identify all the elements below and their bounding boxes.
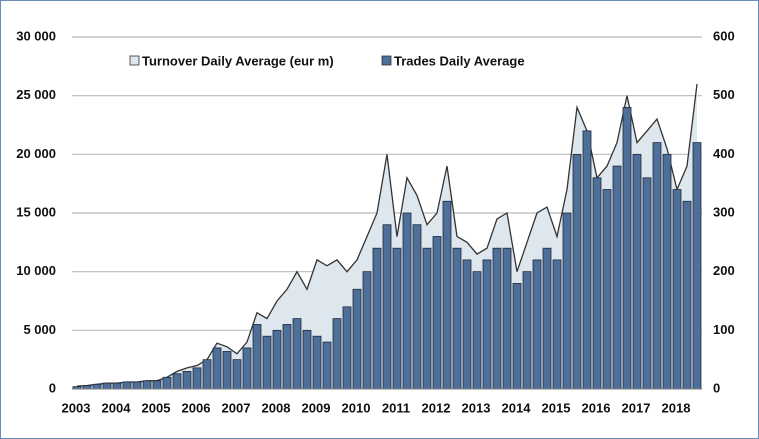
bar bbox=[232, 359, 242, 390]
x-tick-label: 2005 bbox=[142, 400, 171, 415]
y-tick-label: 20 000 bbox=[16, 146, 56, 161]
bar bbox=[202, 359, 212, 390]
bar bbox=[262, 335, 272, 390]
bar bbox=[362, 271, 372, 390]
x-tick-label: 2017 bbox=[622, 400, 651, 415]
bar bbox=[402, 212, 412, 390]
bar bbox=[222, 351, 232, 390]
bar bbox=[282, 324, 292, 390]
bar bbox=[592, 177, 602, 390]
y-tick-label: 30 000 bbox=[16, 28, 56, 43]
legend-swatch bbox=[129, 55, 140, 66]
legend-swatch bbox=[381, 55, 392, 66]
bar bbox=[162, 376, 172, 390]
y2-tick-label: 600 bbox=[713, 28, 735, 43]
bar bbox=[652, 142, 662, 390]
y2-tick-label: 400 bbox=[713, 146, 735, 161]
bar bbox=[382, 224, 392, 390]
bar bbox=[142, 380, 152, 390]
bar bbox=[332, 318, 342, 390]
bar bbox=[642, 177, 652, 390]
x-tick-label: 2011 bbox=[382, 400, 410, 415]
bar bbox=[582, 130, 592, 390]
bar bbox=[272, 329, 282, 390]
x-tick-label: 2013 bbox=[462, 400, 491, 415]
bar bbox=[172, 373, 182, 390]
bar bbox=[672, 189, 682, 390]
x-tick-label: 2014 bbox=[502, 400, 532, 415]
bar bbox=[322, 341, 332, 390]
bar bbox=[152, 380, 162, 390]
legend-label: Turnover Daily Average (eur m) bbox=[142, 53, 334, 68]
bar bbox=[192, 367, 202, 390]
bar bbox=[352, 288, 362, 390]
legend-label: Trades Daily Average bbox=[394, 53, 525, 68]
y2-tick-label: 200 bbox=[713, 263, 735, 278]
bar bbox=[502, 247, 512, 390]
x-tick-label: 2012 bbox=[422, 400, 451, 415]
bar bbox=[512, 282, 522, 390]
bar bbox=[422, 247, 432, 390]
x-tick-label: 2006 bbox=[182, 400, 211, 415]
bar bbox=[662, 153, 672, 390]
bar bbox=[412, 224, 422, 390]
bar bbox=[572, 153, 582, 390]
bar bbox=[682, 200, 692, 390]
bar bbox=[532, 259, 542, 390]
bar bbox=[372, 247, 382, 390]
bar bbox=[602, 189, 612, 390]
y-tick-label: 10 000 bbox=[16, 263, 56, 278]
bar bbox=[692, 142, 702, 390]
x-tick-label: 2009 bbox=[302, 400, 331, 415]
bar bbox=[342, 306, 352, 390]
bar bbox=[292, 318, 302, 390]
y-tick-label: 15 000 bbox=[16, 204, 56, 219]
bar bbox=[542, 247, 552, 390]
bar bbox=[462, 259, 472, 390]
bar bbox=[632, 153, 642, 390]
bar bbox=[552, 259, 562, 390]
bar bbox=[92, 383, 102, 390]
x-tick-label: 2003 bbox=[62, 400, 91, 415]
bar bbox=[432, 236, 442, 390]
bar bbox=[82, 385, 92, 390]
y2-tick-label: 100 bbox=[713, 322, 735, 337]
bar bbox=[132, 381, 142, 390]
bar bbox=[622, 107, 632, 390]
bar bbox=[492, 247, 502, 390]
bar bbox=[182, 370, 192, 390]
bar bbox=[112, 382, 122, 390]
bar bbox=[392, 247, 402, 390]
bar bbox=[442, 200, 452, 390]
bar bbox=[302, 329, 312, 390]
bar bbox=[522, 271, 532, 390]
x-tick-label: 2018 bbox=[662, 400, 691, 415]
x-tick-label: 2010 bbox=[342, 400, 371, 415]
y-tick-label: 5 000 bbox=[23, 322, 56, 337]
bar bbox=[312, 335, 322, 390]
y2-tick-label: 0 bbox=[713, 380, 720, 395]
bar bbox=[122, 381, 132, 390]
y2-tick-label: 300 bbox=[713, 204, 735, 219]
bar bbox=[452, 247, 462, 390]
bar bbox=[562, 212, 572, 390]
bar bbox=[612, 165, 622, 390]
area-line bbox=[76, 83, 698, 387]
x-tick-label: 2007 bbox=[222, 400, 251, 415]
bar bbox=[482, 259, 492, 390]
x-tick-label: 2015 bbox=[542, 400, 571, 415]
bar bbox=[242, 347, 252, 390]
x-tick-label: 2004 bbox=[102, 400, 132, 415]
y2-tick-label: 500 bbox=[713, 87, 735, 102]
bar bbox=[212, 347, 222, 390]
bar bbox=[102, 382, 112, 390]
y-tick-label: 0 bbox=[49, 380, 56, 395]
y-tick-label: 25 000 bbox=[16, 87, 56, 102]
x-tick-label: 2016 bbox=[582, 400, 611, 415]
x-tick-label: 2008 bbox=[262, 400, 291, 415]
bar bbox=[252, 324, 262, 390]
bar bbox=[472, 271, 482, 390]
